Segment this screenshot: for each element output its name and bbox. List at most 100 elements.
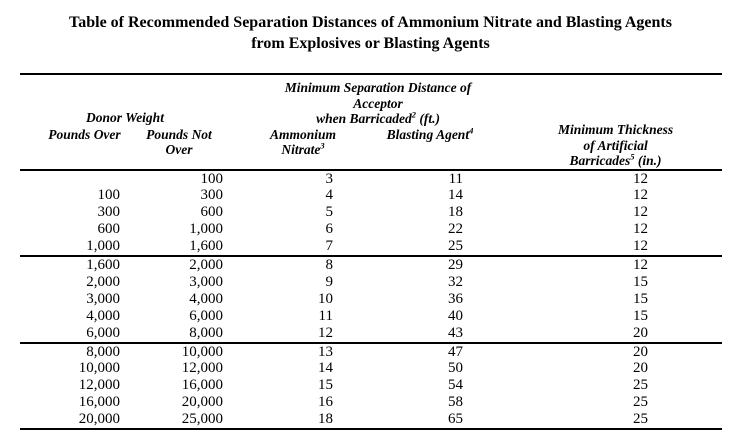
cell-ammonium-nitrate: 8: [243, 255, 353, 274]
footnote-marker-3: 3: [320, 140, 325, 151]
cell-blasting-agent: 43: [448, 324, 464, 341]
cell-blasting-agent: 14: [448, 187, 464, 204]
cell-barricade-thickness: 12: [633, 204, 649, 221]
table-row: 1,600 2,000 8 29 12: [20, 255, 723, 274]
cell-ammonium-nitrate: 18: [243, 411, 353, 430]
cell-pounds-over: 300: [97, 204, 121, 221]
cell-blasting-agent: 50: [448, 360, 464, 377]
cell-pounds-not-over: 8,000: [189, 324, 223, 341]
table-row: 10,000 12,000 14 50 20: [20, 360, 722, 377]
page-title-line2: from Explosives or Blasting Agents: [251, 35, 490, 52]
header-thickness-line3-unit: (in.): [634, 153, 662, 168]
cell-pounds-over: 3,000: [86, 290, 120, 307]
table-row: 3,000 4,000 10 36 15: [20, 291, 722, 308]
header-pounds-not-over-line1: Pounds Not: [146, 126, 212, 142]
cell-pounds-over: 16,000: [78, 394, 120, 411]
table-row: 16,000 20,000 16 58 25: [20, 394, 722, 411]
footnote-marker-5: 5: [630, 151, 635, 162]
header-thickness-line3: Barricades5 (in.): [509, 151, 722, 169]
page-title: Table of Recommended Separation Distance…: [30, 12, 711, 54]
cell-barricade-thickness: 25: [633, 377, 649, 394]
cell-ammonium-nitrate: 14: [318, 360, 333, 377]
table-section-2: 1,600 2,000 8 29 12 2,000 3,000 9 32 15 …: [20, 255, 723, 343]
cell-blasting-agent: 25: [448, 238, 464, 255]
cell-blasting-agent: 11: [448, 170, 464, 187]
table-row: 1,000 1,600 7 25 12: [20, 238, 722, 256]
footnote-marker-4: 4: [469, 125, 474, 135]
cell-ammonium-nitrate: 9: [325, 273, 334, 290]
header-separation-line1: Minimum Separation Distance of Acceptor: [284, 80, 472, 111]
cell-barricade-thickness: 12: [483, 255, 723, 274]
cell-pounds-not-over: 25,000: [133, 411, 243, 430]
cell-blasting-agent: 40: [448, 307, 464, 324]
table-header: Donor Weight Minimum Separation Distance…: [20, 73, 723, 171]
cell-pounds-not-over: 6,000: [189, 307, 223, 324]
cell-pounds-over: 2,000: [86, 273, 120, 290]
cell-barricade-thickness: 15: [633, 290, 649, 307]
cell-pounds-over: 1,600: [20, 255, 133, 274]
header-thickness-line1: Minimum Thickness: [557, 122, 674, 137]
cell-pounds-not-over: 16,000: [181, 377, 223, 394]
cell-pounds-not-over: 3,000: [189, 273, 223, 290]
table-row: 12,000 16,000 15 54 25: [20, 377, 722, 394]
header-donor-weight: Donor Weight: [20, 73, 243, 127]
header-group-row: Donor Weight Minimum Separation Distance…: [20, 73, 723, 171]
header-blasting-text: Blasting Agent: [386, 126, 470, 142]
header-ammonium-line2: Nitrate3: [253, 140, 353, 158]
cell-ammonium-nitrate: 10: [318, 290, 333, 307]
cell-pounds-over: 4,000: [86, 307, 120, 324]
cell-pounds-over: 100: [97, 187, 121, 204]
cell-pounds-not-over: 100: [200, 170, 224, 187]
cell-pounds-over: [20, 170, 133, 188]
header-separation-line2-unit: (ft.): [415, 111, 440, 126]
cell-pounds-not-over: 12,000: [181, 360, 223, 377]
cell-blasting-agent: 47: [353, 341, 484, 361]
header-separation-line2: when Barricaded2 (ft.): [273, 110, 483, 127]
cell-ammonium-nitrate: 13: [243, 341, 353, 361]
header-separation-line2-text: when Barricaded: [316, 111, 412, 126]
separation-distances-table: Donor Weight Minimum Separation Distance…: [20, 73, 723, 430]
cell-barricade-thickness: 12: [633, 170, 649, 187]
cell-barricade-thickness: 15: [633, 307, 649, 324]
cell-pounds-not-over: 300: [200, 187, 224, 204]
table-row: 600 1,000 6 22 12: [20, 221, 722, 238]
cell-pounds-not-over: 4,000: [189, 290, 223, 307]
table-row: 100 300 4 14 12: [20, 187, 722, 204]
cell-pounds-not-over: 1,600: [189, 238, 223, 255]
cell-ammonium-nitrate: 4: [325, 187, 334, 204]
cell-pounds-over: 8,000: [20, 341, 133, 361]
cell-pounds-over: 20,000: [20, 411, 133, 430]
header-thickness-line2: of Artificial: [583, 137, 648, 153]
cell-blasting-agent: 54: [448, 377, 464, 394]
cell-pounds-not-over: 20,000: [181, 394, 223, 411]
cell-barricade-thickness: 25: [483, 411, 723, 430]
header-pounds-over: Pounds Over: [20, 126, 133, 171]
cell-ammonium-nitrate: 15: [318, 377, 333, 394]
table-row: 100 3 11 12: [20, 170, 722, 188]
cell-pounds-not-over: 2,000: [133, 255, 243, 274]
header-thickness-line3-text: Barricades: [569, 153, 631, 168]
cell-pounds-over: 10,000: [78, 360, 120, 377]
cell-pounds-over: 1,000: [86, 238, 120, 255]
table-row: 8,000 10,000 13 47 20: [20, 341, 723, 361]
cell-pounds-over: 600: [97, 221, 121, 238]
cell-ammonium-nitrate: 7: [325, 238, 334, 255]
header-barricade-thickness: Minimum Thickness of Artificial Barricad…: [483, 73, 723, 171]
page-title-line1: Table of Recommended Separation Distance…: [69, 14, 672, 31]
cell-barricade-thickness: 12: [633, 221, 649, 238]
cell-barricade-thickness: 15: [633, 273, 649, 290]
cell-blasting-agent: 29: [353, 255, 484, 274]
table-section-1: 100 3 11 12 100 300 4 14 12 300 600 5 18…: [20, 170, 722, 257]
cell-blasting-agent: 65: [353, 411, 484, 430]
table-row: 2,000 3,000 9 32 15: [20, 274, 722, 291]
document-page: Table of Recommended Separation Distance…: [0, 12, 741, 430]
header-pounds-not-over-line2: Over: [165, 142, 193, 157]
header-separation-distance: Minimum Separation Distance of Acceptor …: [243, 73, 484, 127]
header-ammonium-nitrate: Ammonium Nitrate3: [243, 126, 353, 171]
header-pounds-not-over: Pounds Not Over: [133, 126, 243, 171]
cell-pounds-not-over: 1,000: [189, 221, 223, 238]
cell-barricade-thickness: 25: [633, 394, 649, 411]
table-row: 300 600 5 18 12: [20, 204, 722, 221]
cell-ammonium-nitrate: 3: [325, 170, 334, 187]
cell-blasting-agent: 22: [448, 221, 464, 238]
